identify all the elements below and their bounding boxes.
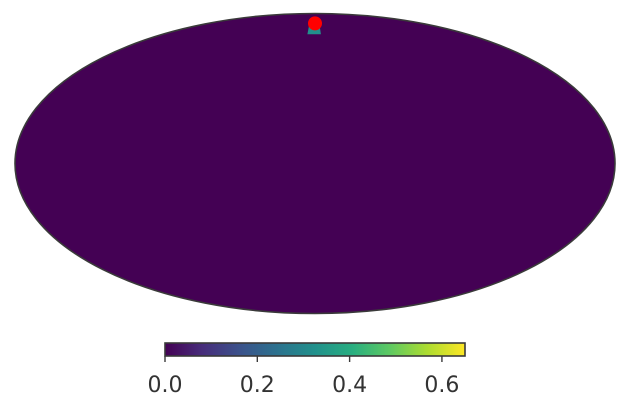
colorbar: 0.0 0.2 0.4 0.6 [148,342,466,398]
source-marker [308,16,322,31]
colorbar-tick-label: 0.2 [240,373,275,398]
sky-sphere-outline [14,12,616,315]
sky-map [14,12,616,315]
colorbar-frame [164,342,466,357]
sky-sphere [15,13,615,314]
colorbar-tick-label: 0.6 [424,373,459,398]
colorbar-gradient [165,343,465,356]
colorbar-tick-label: 0.0 [148,373,183,398]
colorbar-tick-label: 0.4 [332,373,367,398]
